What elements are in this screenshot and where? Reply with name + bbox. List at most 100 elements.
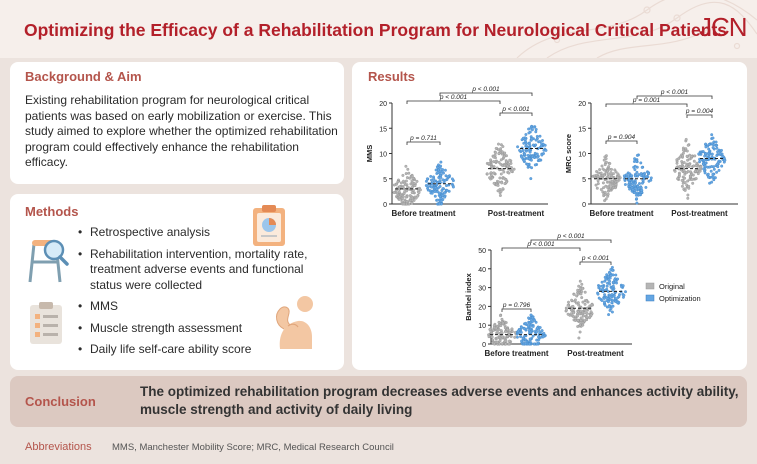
data-point bbox=[688, 157, 692, 161]
data-point bbox=[504, 342, 508, 346]
data-point bbox=[611, 280, 615, 284]
data-point bbox=[494, 326, 498, 330]
significance-bracket bbox=[686, 114, 713, 118]
data-point bbox=[495, 166, 499, 170]
data-point bbox=[588, 304, 592, 308]
data-point bbox=[633, 157, 637, 161]
data-point bbox=[602, 158, 606, 162]
data-point bbox=[573, 298, 577, 302]
data-point bbox=[443, 195, 447, 199]
data-point bbox=[595, 186, 599, 190]
data-point bbox=[507, 171, 511, 175]
results-heading: Results bbox=[368, 69, 415, 84]
data-point bbox=[537, 335, 540, 339]
data-point bbox=[518, 148, 522, 152]
significance-bracket bbox=[605, 103, 688, 107]
data-point bbox=[691, 181, 695, 185]
data-point bbox=[686, 179, 690, 183]
data-point bbox=[432, 177, 436, 180]
data-point bbox=[489, 173, 493, 177]
data-point bbox=[402, 202, 406, 206]
data-point bbox=[485, 172, 489, 176]
data-point bbox=[631, 182, 634, 186]
data-point bbox=[644, 185, 648, 189]
data-point bbox=[712, 143, 716, 147]
data-point bbox=[542, 331, 546, 335]
data-point bbox=[535, 338, 539, 342]
data-point bbox=[532, 125, 536, 129]
y-tick-label: 5 bbox=[383, 177, 387, 184]
data-point bbox=[522, 327, 526, 330]
data-point bbox=[640, 165, 644, 169]
data-point bbox=[605, 273, 609, 277]
data-point bbox=[415, 179, 419, 183]
data-point bbox=[583, 319, 587, 323]
data-point bbox=[501, 187, 505, 191]
data-point bbox=[704, 145, 708, 149]
data-point bbox=[603, 279, 607, 283]
data-point bbox=[509, 335, 513, 338]
data-point bbox=[604, 160, 608, 164]
data-point bbox=[433, 194, 437, 198]
data-point bbox=[402, 179, 405, 183]
data-point bbox=[580, 290, 584, 293]
data-point bbox=[680, 178, 684, 182]
data-point bbox=[417, 191, 421, 195]
data-point bbox=[573, 318, 577, 322]
data-point bbox=[538, 158, 542, 162]
data-point bbox=[698, 160, 702, 164]
violin-original bbox=[392, 164, 422, 206]
data-point bbox=[683, 181, 687, 184]
data-point bbox=[524, 321, 528, 325]
data-point bbox=[615, 180, 619, 183]
data-point bbox=[576, 314, 579, 318]
data-point bbox=[616, 277, 620, 281]
data-point bbox=[623, 183, 627, 186]
data-point bbox=[649, 176, 653, 180]
data-point bbox=[600, 299, 604, 302]
data-point bbox=[609, 268, 613, 271]
data-point bbox=[688, 153, 692, 157]
data-point bbox=[533, 163, 537, 167]
data-point bbox=[715, 170, 719, 174]
data-point bbox=[599, 188, 603, 191]
data-point bbox=[541, 335, 545, 339]
data-point bbox=[522, 141, 526, 145]
conclusion-banner: Conclusion The optimized rehabilitation … bbox=[10, 376, 747, 427]
data-point bbox=[703, 171, 707, 175]
data-point bbox=[715, 162, 719, 166]
data-point bbox=[524, 342, 528, 346]
y-tick-label: 0 bbox=[582, 202, 586, 209]
data-point bbox=[535, 155, 539, 159]
data-point bbox=[610, 265, 614, 269]
data-point bbox=[681, 151, 685, 155]
methods-item: Muscle strength assessment bbox=[78, 321, 318, 337]
data-point bbox=[529, 313, 533, 317]
data-point bbox=[607, 165, 611, 169]
data-point bbox=[522, 159, 526, 163]
significance-bracket bbox=[501, 308, 532, 312]
data-point bbox=[503, 324, 507, 328]
data-point bbox=[622, 174, 626, 178]
data-point bbox=[528, 330, 532, 334]
data-point bbox=[530, 137, 534, 141]
data-point bbox=[633, 168, 637, 172]
data-point bbox=[713, 176, 717, 180]
data-point bbox=[596, 179, 600, 183]
data-point bbox=[624, 290, 627, 294]
data-point bbox=[710, 165, 714, 168]
p-value-label: p = 0.904 bbox=[607, 134, 636, 141]
data-point bbox=[703, 164, 707, 168]
data-point bbox=[439, 199, 443, 203]
data-point bbox=[580, 296, 584, 300]
data-point bbox=[716, 165, 720, 169]
data-point bbox=[497, 152, 501, 156]
data-point bbox=[611, 304, 615, 308]
x-category-label: Post-treatment bbox=[671, 209, 728, 218]
y-axis-label: Barthel index bbox=[464, 272, 473, 320]
data-point bbox=[438, 184, 442, 188]
data-point bbox=[581, 314, 585, 318]
data-point bbox=[687, 165, 691, 168]
data-point bbox=[527, 142, 531, 146]
data-point bbox=[528, 337, 532, 341]
